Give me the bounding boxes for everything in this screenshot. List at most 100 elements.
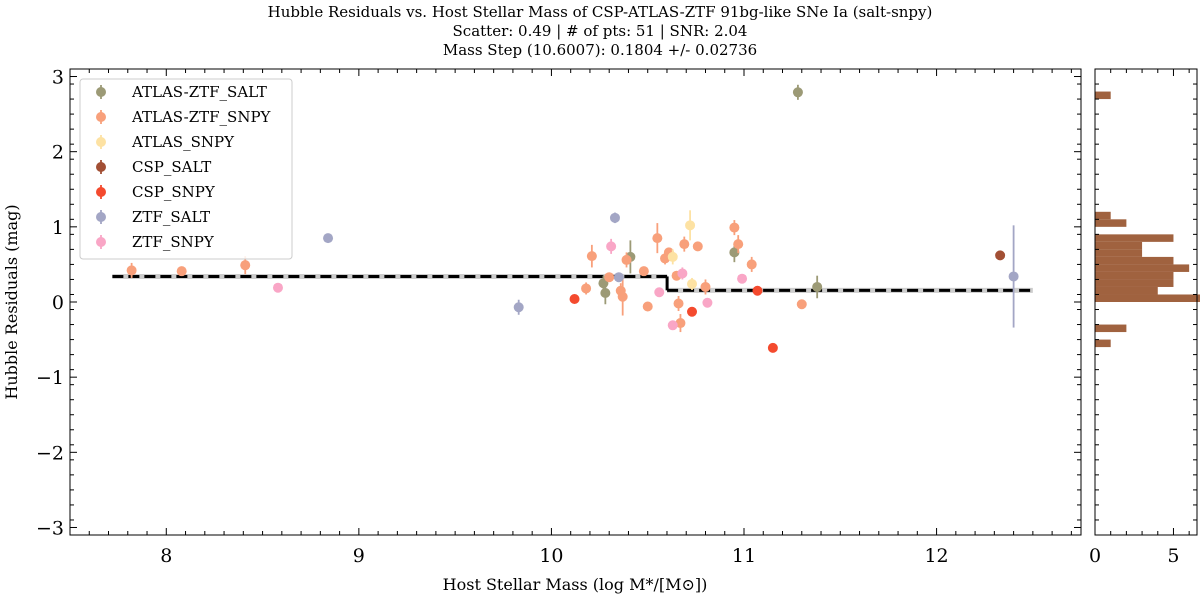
histogram-bar xyxy=(1095,256,1174,265)
data-point xyxy=(654,287,665,298)
data-point xyxy=(586,251,597,262)
y-tick-label: 2 xyxy=(52,142,64,164)
data-point xyxy=(667,251,678,262)
x-tick-label: 10 xyxy=(539,545,563,567)
data-point xyxy=(729,247,740,258)
chart-title-block: Hubble Residuals vs. Host Stellar Mass o… xyxy=(0,3,1200,60)
y-tick-label: 3 xyxy=(52,67,64,89)
main-plot: 8 9 10 11 12−3−2−10123ATLAS-ZTF_SALTATLAS-ZT… xyxy=(36,67,1082,567)
data-point xyxy=(581,283,592,294)
data-point xyxy=(613,272,624,283)
legend-marker xyxy=(96,212,106,222)
legend-entry: ATLAS_SNPY xyxy=(96,133,235,151)
hist-x-tick-label: 0 xyxy=(1089,545,1101,567)
histogram-bar xyxy=(1095,271,1174,280)
x-tick-label: 11 xyxy=(732,545,756,567)
histogram-bar xyxy=(1095,324,1127,333)
legend-marker xyxy=(96,162,106,172)
legend-entry: ATLAS-ZTF_SNPY xyxy=(96,108,272,126)
y-axis-label: Hubble Residuals (mag) xyxy=(2,204,21,399)
histogram-bar xyxy=(1095,286,1158,295)
data-point xyxy=(240,260,251,271)
histogram-bar xyxy=(1095,91,1111,100)
data-point xyxy=(700,281,711,292)
legend-entry: CSP_SALT xyxy=(96,158,211,176)
y-tick-label: 1 xyxy=(52,217,64,239)
legend-box xyxy=(79,78,293,260)
data-point xyxy=(796,299,807,310)
legend-entry: ZTF_SNPY xyxy=(96,233,215,251)
legend-label: ZTF_SNPY xyxy=(132,233,215,251)
histogram-bar xyxy=(1095,219,1127,227)
histogram-frame xyxy=(1094,68,1198,536)
data-point xyxy=(767,342,778,353)
y-tick-label: −1 xyxy=(36,367,64,389)
histogram-bar xyxy=(1095,234,1174,242)
legend-marker xyxy=(96,137,106,147)
x-tick-label: 9 xyxy=(353,545,365,567)
series-CSP_SNPY xyxy=(569,285,778,353)
series-CSP_SALT xyxy=(995,250,1006,261)
legend-label: CSP_SNPY xyxy=(132,183,216,201)
data-point xyxy=(609,212,620,223)
legend-label: ATLAS-ZTF_SNPY xyxy=(131,108,272,126)
data-point xyxy=(642,301,653,312)
data-point xyxy=(995,250,1006,261)
data-point xyxy=(617,291,628,302)
data-point xyxy=(569,293,580,304)
histogram-bar xyxy=(1095,249,1143,257)
data-point xyxy=(737,273,748,284)
legend-marker xyxy=(96,187,106,197)
data-point xyxy=(752,285,763,296)
legend: ATLAS-ZTF_SALT ATLAS-ZTF_SNPY ATLAS_SNPY CS… xyxy=(79,78,293,260)
series-ZTF_SALT xyxy=(323,212,1019,328)
chart-title: Hubble Residuals vs. Host Stellar Mass o… xyxy=(267,3,933,21)
data-point xyxy=(604,272,615,283)
data-point xyxy=(606,241,617,252)
legend-entry: CSP_SNPY xyxy=(96,183,216,201)
data-point xyxy=(687,278,698,289)
legend-label: ATLAS-ZTF_SALT xyxy=(131,83,267,101)
histogram-bar xyxy=(1095,241,1143,250)
legend-marker xyxy=(96,87,106,97)
data-point xyxy=(638,266,649,277)
y-tick-label: −2 xyxy=(36,442,64,464)
histogram-bar xyxy=(1095,294,1200,302)
legend-entry: ATLAS-ZTF_SALT xyxy=(96,83,267,101)
legend-marker xyxy=(96,112,106,122)
data-point xyxy=(692,241,703,252)
data-point xyxy=(513,302,524,313)
legend-marker xyxy=(96,237,106,247)
series-ATLAS_SNPY xyxy=(667,210,698,290)
data-point xyxy=(1008,271,1019,282)
y-tick-label: −3 xyxy=(36,517,64,539)
data-point xyxy=(652,233,663,244)
data-point xyxy=(792,87,803,98)
series-ATLAS-ZTF_SNPY xyxy=(126,220,807,333)
series-ZTF_SNPY xyxy=(272,238,748,331)
x-tick-label: 12 xyxy=(924,545,948,567)
data-point xyxy=(685,220,696,231)
data-point xyxy=(679,239,690,250)
legend-label: ATLAS_SNPY xyxy=(131,133,235,151)
data-point xyxy=(677,268,688,279)
data-point xyxy=(702,297,713,308)
legend-entry: ZTF_SALT xyxy=(96,208,210,226)
data-point xyxy=(687,306,698,317)
data-point xyxy=(600,287,611,298)
data-point xyxy=(746,259,757,270)
legend-label: CSP_SALT xyxy=(132,158,211,176)
x-tick-label: 8 xyxy=(160,545,172,567)
data-point xyxy=(729,222,740,233)
chart-subtitle-1: Scatter: 0.49 | # of pts: 51 | SNR: 2.04 xyxy=(452,22,748,40)
data-point xyxy=(621,254,632,265)
histogram-bar xyxy=(1095,279,1174,287)
legend-label: ZTF_SALT xyxy=(132,208,210,226)
data-point xyxy=(812,281,823,292)
data-point xyxy=(126,265,137,276)
data-point xyxy=(176,266,187,277)
histogram-bar xyxy=(1095,211,1111,220)
data-point xyxy=(733,239,744,250)
